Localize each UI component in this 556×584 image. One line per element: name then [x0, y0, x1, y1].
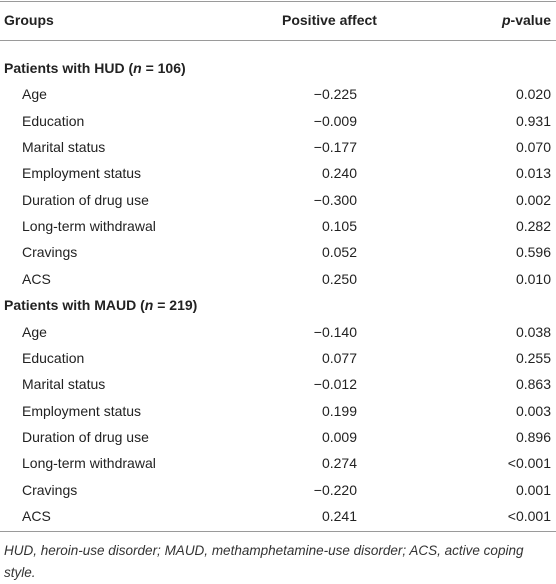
positive-affect: −0.300 — [313, 191, 357, 208]
p-value: 0.038 — [515, 323, 551, 340]
header-cell: Groups — [4, 12, 54, 28]
row-label: Marital status — [22, 139, 106, 156]
group-label-part: n — [133, 60, 142, 76]
positive-affect: −0.177 — [313, 139, 357, 156]
row-label: Duration of drug use — [22, 191, 149, 208]
header-text: -value — [510, 12, 551, 28]
p-value: 0.003 — [515, 402, 551, 419]
p-value: <0.001 — [507, 455, 551, 472]
footnote: HUD, heroin-use disorder; MAUD, methamph… — [4, 543, 524, 580]
p-value: 0.002 — [515, 191, 551, 208]
group-label: Patients with MAUD (n = 219) — [4, 296, 197, 314]
p-value: 0.001 — [515, 481, 551, 498]
positive-affect: 0.199 — [321, 402, 357, 419]
row-label: Age — [22, 86, 47, 103]
positive-affect: 0.240 — [321, 165, 357, 182]
positive-affect: 0.250 — [321, 270, 357, 287]
row-label: ACS — [22, 270, 51, 287]
group-label-part: = 219) — [153, 297, 198, 314]
header-cell: Positive affect — [282, 12, 377, 28]
group-label-part: = 106) — [141, 60, 186, 76]
p-value: 0.282 — [515, 218, 551, 235]
positive-affect: 0.077 — [321, 349, 357, 366]
row-label: Cravings — [22, 481, 78, 498]
row-label: Marital status — [22, 376, 106, 393]
p-value: <0.001 — [507, 507, 551, 524]
row-label: Duration of drug use — [22, 428, 149, 445]
p-value: 0.020 — [515, 86, 551, 103]
p-value: 0.070 — [515, 139, 551, 156]
positive-affect: 0.052 — [321, 244, 357, 261]
group-label: Patients with HUD (n = 106) — [4, 59, 186, 77]
positive-affect: −0.012 — [313, 376, 357, 393]
positive-affect: −0.009 — [313, 112, 357, 129]
group-label-part: Patients with HUD ( — [4, 60, 134, 76]
row-label: Cravings — [22, 244, 78, 261]
row-label: Long-term withdrawal — [22, 218, 156, 235]
p-value: 0.596 — [515, 244, 551, 261]
p-value: 0.931 — [515, 112, 551, 129]
p-value: 0.863 — [515, 376, 551, 393]
group-label-part: n — [144, 297, 154, 314]
p-value: 0.013 — [515, 165, 551, 182]
p-value: 0.255 — [515, 349, 551, 366]
row-label: Employment status — [22, 165, 142, 182]
row-label: Education — [22, 112, 85, 129]
row-label: Long-term withdrawal — [22, 455, 156, 472]
positive-affect: 0.009 — [321, 428, 357, 445]
positive-affect: 0.274 — [321, 455, 357, 472]
p-value: 0.010 — [515, 270, 551, 287]
bottom-rule — [0, 531, 556, 532]
positive-affect: −0.220 — [313, 481, 357, 498]
positive-affect: 0.241 — [321, 507, 357, 524]
row-label: Age — [22, 323, 47, 340]
header-cell: p-value — [502, 11, 551, 29]
positive-affect: −0.140 — [313, 323, 357, 340]
p-value: 0.896 — [515, 428, 551, 445]
row-label: ACS — [22, 507, 51, 524]
row-label: Education — [22, 349, 85, 366]
group-label-part: Patients with MAUD ( — [4, 297, 145, 314]
top-rule — [0, 1, 556, 2]
row-label: Employment status — [22, 402, 142, 419]
positive-affect: 0.105 — [321, 218, 357, 235]
header-italic: p — [501, 12, 511, 28]
positive-affect: −0.225 — [313, 86, 357, 103]
header-rule — [0, 40, 556, 41]
